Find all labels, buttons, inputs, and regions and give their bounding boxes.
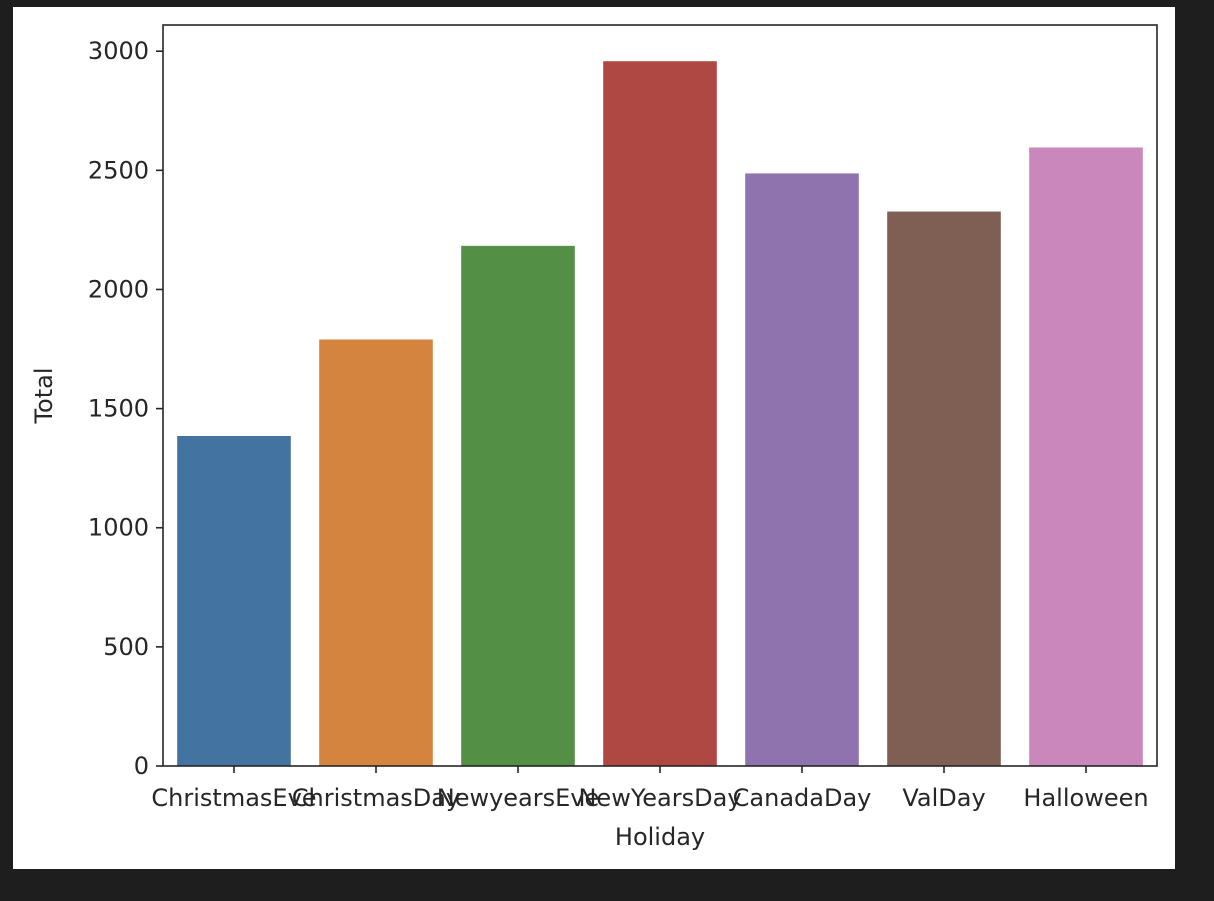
y-tick-label: 1000: [88, 514, 149, 542]
x-tick-label: ChristmasEve: [151, 784, 316, 812]
bars-group: [177, 61, 1143, 767]
y-tick-label: 1500: [88, 395, 149, 423]
y-tick-label: 2000: [88, 275, 149, 303]
plot-frame: [162, 24, 1158, 767]
y-tick-label: 500: [103, 633, 149, 661]
x-tick-label: ChristmasDay: [292, 784, 460, 812]
bar-newyearsday: [603, 61, 717, 767]
y-axis-label: Total: [30, 367, 58, 424]
x-axis-label: Holiday: [615, 823, 705, 851]
bar-valday: [887, 211, 1001, 767]
x-axis-ticks: ChristmasEveChristmasDayNewyearsEveNewYe…: [151, 766, 1149, 812]
bar-christmasday: [319, 339, 433, 766]
y-tick-label: 3000: [88, 37, 149, 65]
x-tick-label: NewYearsDay: [578, 784, 741, 812]
bar-newyearseve: [461, 245, 575, 766]
x-tick-label: NewyearsEve: [437, 784, 600, 812]
x-tick-label: CanadaDay: [733, 784, 872, 812]
bar-christmaseve: [177, 436, 291, 766]
bar-halloween: [1029, 147, 1143, 766]
x-tick-label: ValDay: [902, 784, 985, 812]
y-tick-label: 2500: [88, 156, 149, 184]
y-tick-label: 0: [134, 752, 149, 780]
bar-canadaday: [745, 173, 859, 767]
y-axis-ticks: 0 500 1000 1500 2000 2500 3000: [88, 37, 163, 780]
x-tick-label: Halloween: [1023, 784, 1148, 812]
